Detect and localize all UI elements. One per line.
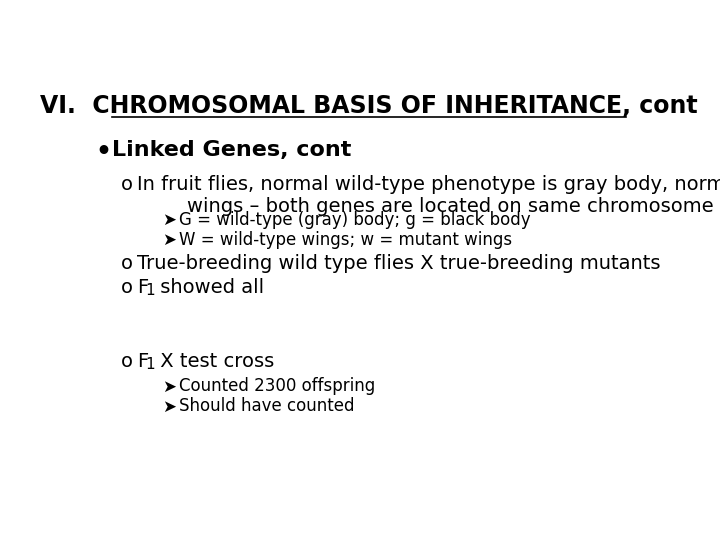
- Text: o: o: [121, 254, 132, 273]
- Text: True-breeding wild type flies X true-breeding mutants: True-breeding wild type flies X true-bre…: [138, 254, 661, 273]
- Text: X test cross: X test cross: [154, 352, 274, 370]
- Text: ➤: ➤: [163, 231, 176, 249]
- Text: showed all: showed all: [154, 278, 264, 296]
- Text: VI.  CHROMOSOMAL BASIS OF INHERITANCE, cont: VI. CHROMOSOMAL BASIS OF INHERITANCE, co…: [40, 94, 698, 118]
- Text: Linked Genes, cont: Linked Genes, cont: [112, 140, 351, 160]
- Text: ➤: ➤: [163, 397, 176, 415]
- Text: F: F: [138, 352, 149, 370]
- Text: o: o: [121, 278, 132, 296]
- Text: 1: 1: [145, 357, 155, 372]
- Text: •: •: [96, 140, 112, 164]
- Text: ➤: ➤: [163, 211, 176, 229]
- Text: ➤: ➤: [163, 377, 176, 395]
- Text: Counted 2300 offspring: Counted 2300 offspring: [179, 377, 376, 395]
- Text: F: F: [138, 278, 149, 296]
- Text: 1: 1: [145, 283, 155, 298]
- Text: In fruit flies, normal wild-type phenotype is gray body, normal
        wings – : In fruit flies, normal wild-type phenoty…: [138, 175, 720, 216]
- Text: W = wild-type wings; w = mutant wings: W = wild-type wings; w = mutant wings: [179, 231, 513, 249]
- Text: G = wild-type (gray) body; g = black body: G = wild-type (gray) body; g = black bod…: [179, 211, 531, 229]
- Text: o: o: [121, 175, 132, 194]
- Text: Should have counted: Should have counted: [179, 397, 355, 415]
- Text: o: o: [121, 352, 132, 370]
